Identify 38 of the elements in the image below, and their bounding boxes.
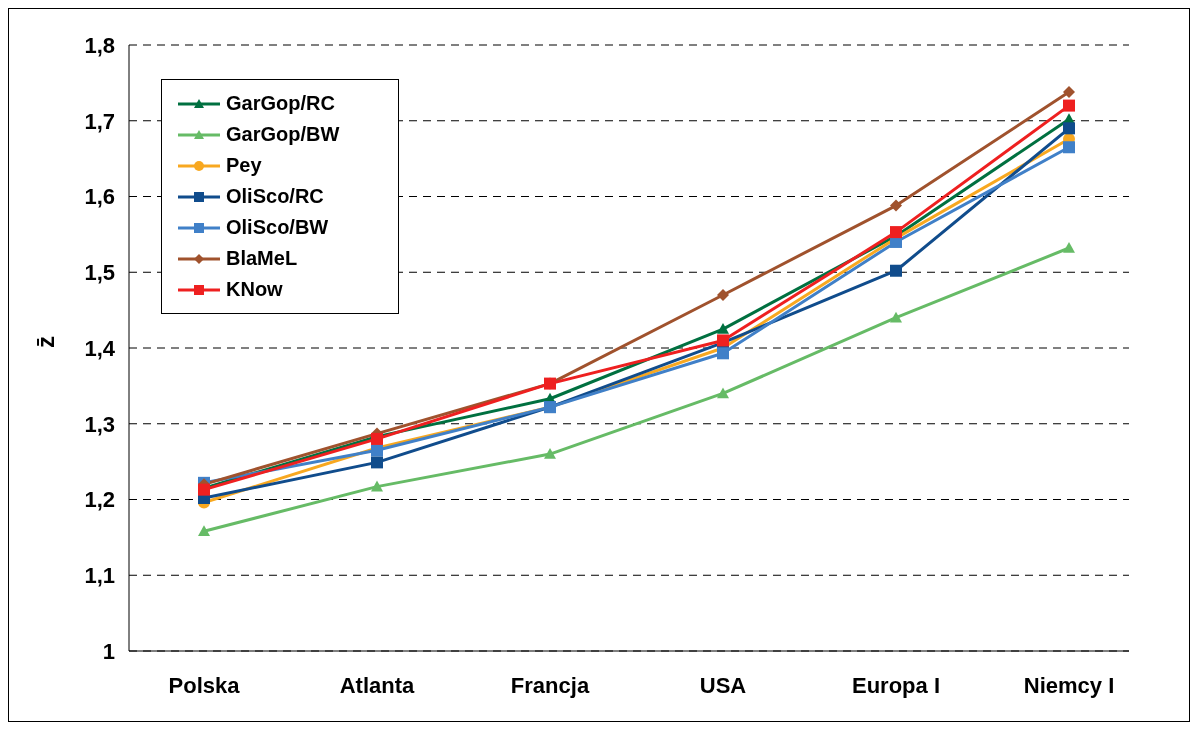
legend-label: KNow (226, 278, 283, 301)
y-tick-label: 1,2 (84, 487, 115, 513)
y-tick-label: 1,4 (84, 335, 116, 361)
point (890, 199, 902, 212)
x-tick-label: Europa I (851, 672, 941, 698)
point (198, 525, 210, 537)
point (717, 387, 729, 399)
y-axis-title: z̄ (31, 336, 59, 348)
x-tick-label: Francja (510, 672, 590, 698)
y-tick-label: 1,1 (84, 563, 115, 589)
y-tick-label: 1,5 (84, 260, 115, 286)
legend-label: OliSco/RC (226, 185, 324, 208)
legend-label: BlaMeL (226, 247, 298, 270)
point (1063, 242, 1075, 253)
y-tick-label: 1,7 (84, 108, 115, 134)
x-tick-label: Atlanta (339, 672, 416, 698)
point (1063, 122, 1075, 135)
legend-label: OliSco/BW (226, 216, 329, 239)
point (717, 288, 729, 301)
point (890, 264, 902, 277)
point (371, 456, 383, 469)
legend-label: GarGop/RC (226, 92, 335, 115)
y-tick-label: 1,8 (84, 32, 115, 58)
y-tick-label: 1 (102, 638, 115, 664)
point (717, 347, 729, 360)
y-tick-label: 1,6 (84, 184, 115, 210)
y-tick-label: 1,3 (84, 411, 115, 437)
point (717, 323, 729, 334)
point (1063, 85, 1075, 98)
x-tick-label: Polska (168, 672, 241, 698)
point (890, 311, 902, 323)
point (544, 448, 556, 459)
x-tick-label: Niemcy I (1023, 672, 1115, 698)
point (1063, 141, 1075, 154)
legend-label: GarGop/BW (226, 123, 340, 146)
point (1063, 99, 1075, 112)
legend-label: Pey (226, 154, 262, 177)
x-tick-label: USA (699, 672, 747, 698)
